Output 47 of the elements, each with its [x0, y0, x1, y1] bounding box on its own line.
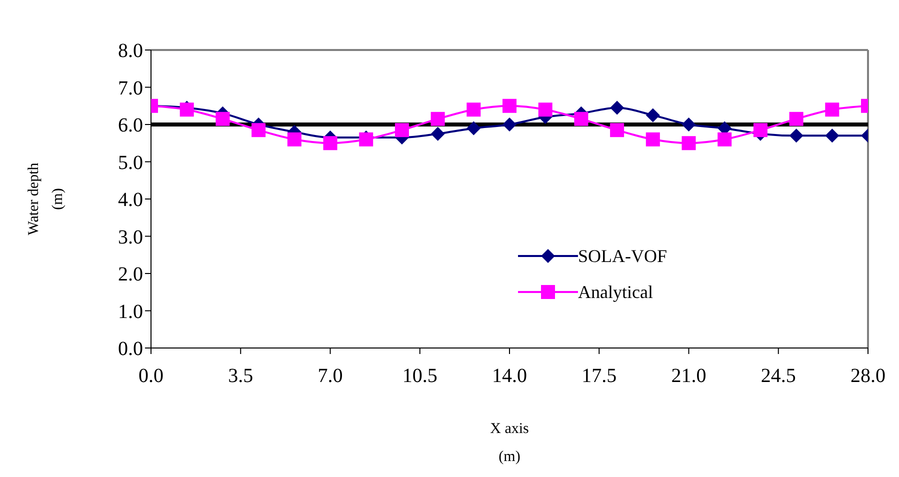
x-tick-label: 7.0 [318, 365, 343, 388]
x-tick-label: 17.5 [582, 365, 617, 388]
point [789, 112, 804, 126]
point [789, 128, 804, 143]
point [574, 112, 588, 126]
point [682, 136, 696, 150]
point [718, 132, 732, 146]
point [287, 132, 302, 146]
y-tick-label: 2.0 [118, 264, 143, 286]
y-tick-label: 7.0 [118, 77, 143, 100]
point [610, 123, 624, 138]
point [394, 123, 409, 138]
point [466, 121, 481, 136]
point [682, 118, 696, 132]
point [753, 123, 768, 138]
x-tick-label: 14.0 [492, 365, 527, 388]
y-tick-label: 6.0 [118, 114, 143, 137]
point [502, 118, 516, 132]
y-tick-label: 1.0 [118, 300, 143, 323]
y-tick-label: 8.0 [118, 40, 143, 62]
y-axis-title: Water depth (m) [26, 162, 66, 236]
point [466, 102, 481, 117]
legend-label: Analytical [578, 282, 653, 302]
point [216, 112, 230, 126]
x-tick-label: 10.5 [402, 365, 438, 388]
point [646, 108, 660, 122]
x-tick-label: 24.5 [760, 365, 796, 388]
x-tick-label: 3.5 [228, 365, 254, 388]
point [502, 98, 516, 113]
point [610, 100, 624, 115]
point [825, 128, 840, 143]
point [252, 123, 266, 138]
y-tick-label: 4.0 [118, 189, 143, 212]
x-axis-title: X axis (m) [490, 421, 530, 465]
y-tick-label: 3.0 [118, 226, 143, 248]
point [825, 102, 840, 117]
y-tick-label: 0.0 [118, 338, 143, 360]
y-tick-label: 5.0 [118, 152, 143, 174]
x-tick-label: 28.0 [850, 365, 886, 388]
x-tick-label: 0.0 [138, 365, 164, 388]
point [323, 136, 338, 150]
point [538, 102, 552, 117]
legend-label: SOLA-VOF [578, 246, 668, 266]
point [430, 126, 445, 141]
point [430, 112, 445, 126]
point [646, 132, 660, 146]
x-tick-label: 21.0 [671, 365, 706, 388]
